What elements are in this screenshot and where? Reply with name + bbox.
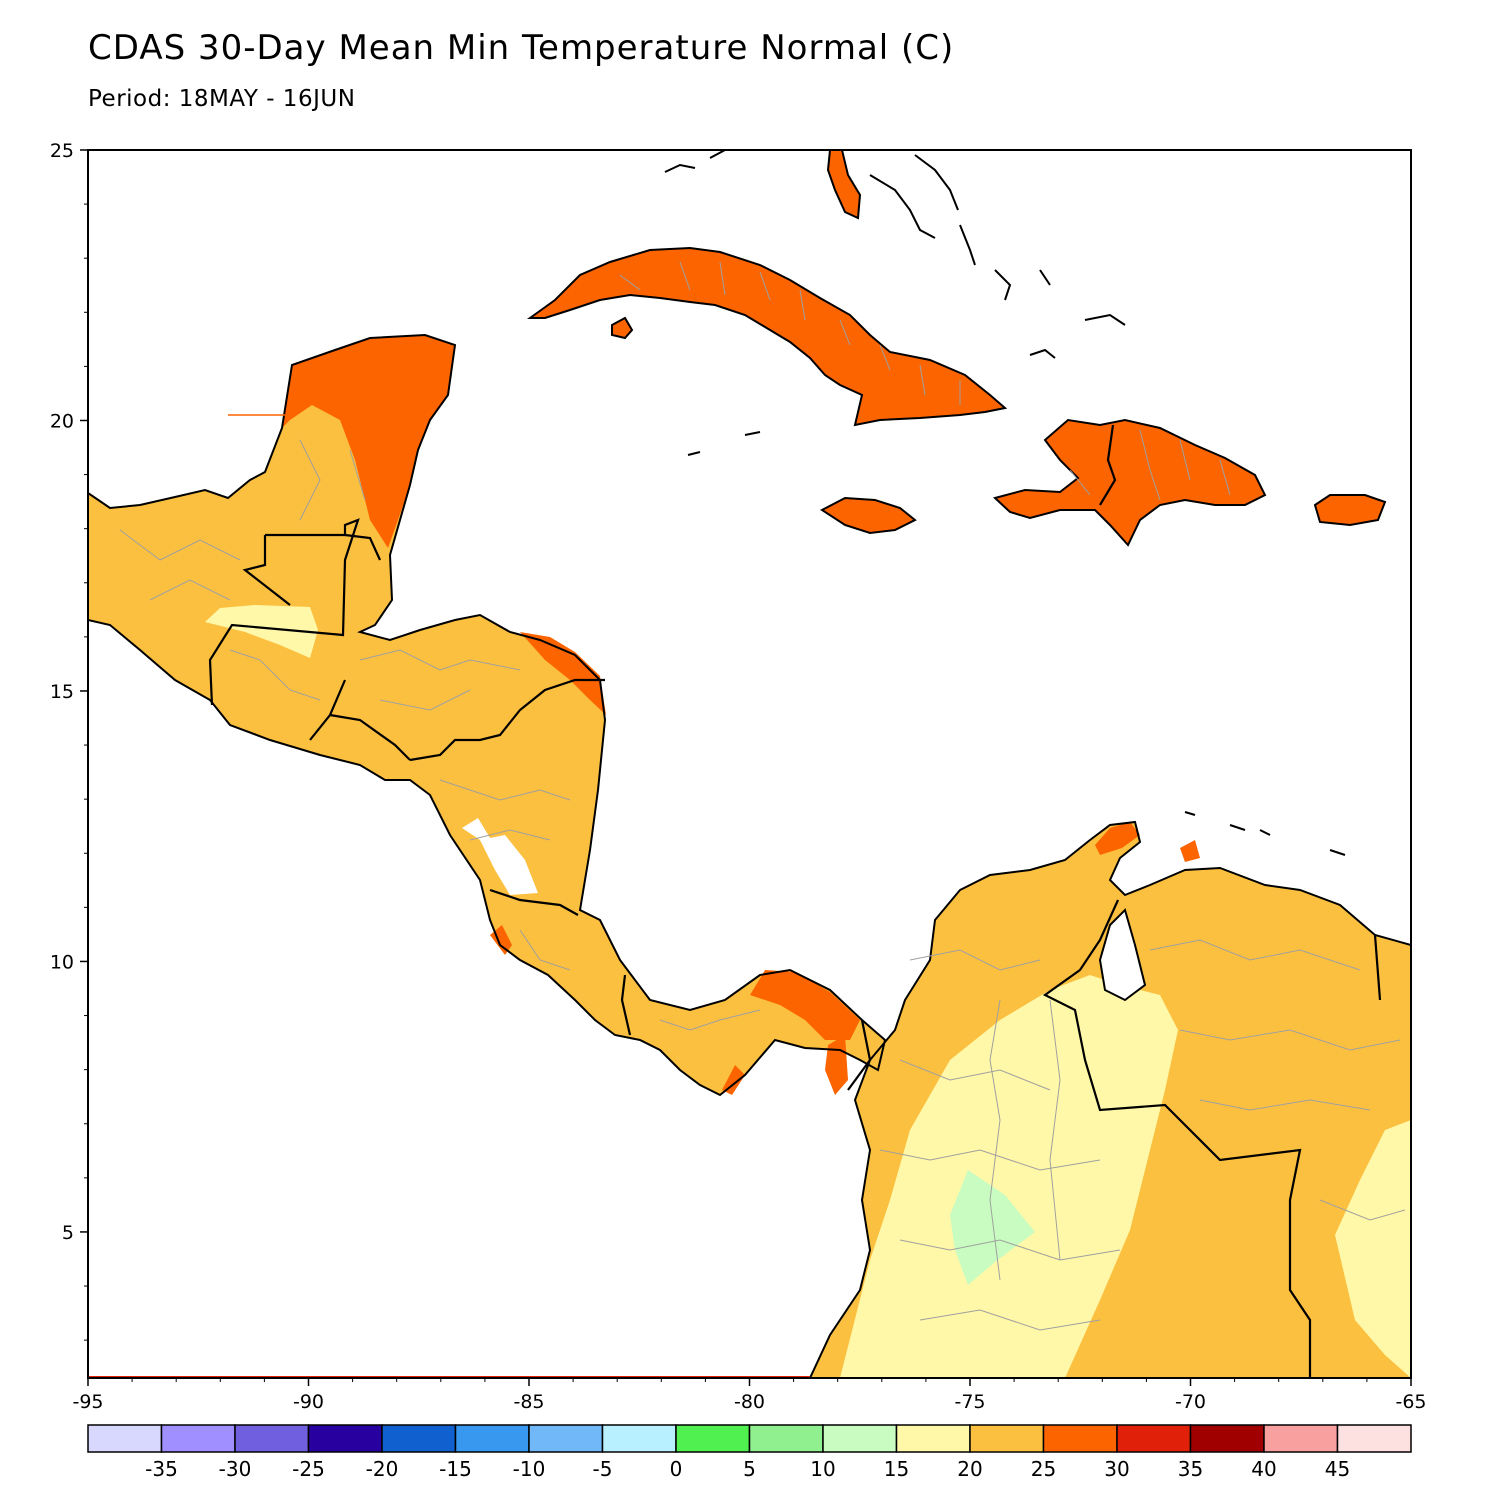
border-belize <box>344 533 382 561</box>
coastline-central-america <box>88 333 887 1097</box>
border-honduras-nicaragua <box>409 678 605 762</box>
colorbar-label: 15 <box>884 1457 909 1481</box>
border-panama-colombia <box>847 1019 872 1091</box>
colorbar-label: -10 <box>513 1457 546 1481</box>
colorbar-label: 0 <box>670 1457 683 1481</box>
colorbar-swatch <box>307 1424 383 1453</box>
land-paraguana-hot <box>1180 840 1200 862</box>
colorbar-swatch <box>601 1424 677 1453</box>
bahamas-islands <box>664 149 1346 856</box>
land-jamaica <box>820 496 917 535</box>
land-guatemala-cool <box>205 605 318 658</box>
land-mexico-central-america <box>88 335 885 1095</box>
land-puerto-rico <box>1313 494 1387 527</box>
colorbar-swatch <box>160 1424 236 1453</box>
border-nicaragua-costarica <box>489 888 579 916</box>
y-tick-label: 20 <box>50 410 74 432</box>
map-subtitle: Period: 18MAY - 16JUN <box>88 86 356 112</box>
land-hispaniola <box>992 418 1267 547</box>
x-axis-ticks: -95 -90 -85 -80 -75 -70 -65 <box>72 1378 1427 1413</box>
land-honduras-coast-hot <box>520 632 606 715</box>
y-axis-ticks: 5 10 15 20 25 <box>50 140 88 1341</box>
colorbar-label: 25 <box>1031 1457 1056 1481</box>
colorbar-label: 40 <box>1251 1457 1276 1481</box>
colorbar-swatch <box>748 1424 824 1453</box>
x-tick-label: -80 <box>734 1391 765 1413</box>
colorbar-swatch <box>1336 1424 1412 1453</box>
colorbar-label: -35 <box>145 1457 178 1481</box>
colorbar-label: 10 <box>810 1457 835 1481</box>
colorbar-swatch <box>381 1424 457 1453</box>
colorbar-swatch <box>454 1424 530 1453</box>
colorbar-label: -20 <box>366 1457 399 1481</box>
border-guatemala-mexico-north <box>242 535 291 606</box>
map-borders-layer <box>88 261 1411 1378</box>
colorbar-swatch <box>87 1424 163 1453</box>
land-cuba <box>526 246 1008 427</box>
lake-maracaibo <box>1098 908 1147 1002</box>
border-costarica-panama <box>620 974 632 1036</box>
land-panama-azuero-hot <box>722 1065 745 1095</box>
y-tick-label: 15 <box>50 681 74 703</box>
border-haiti-dominican <box>1099 424 1117 506</box>
border-honduras-elsalvador <box>309 679 411 761</box>
colorbar-label: 5 <box>743 1457 756 1481</box>
land-guiana-cool <box>1335 1120 1411 1378</box>
land-isla-juventud <box>611 316 634 340</box>
land-florida <box>826 150 862 220</box>
colorbar-label: 20 <box>957 1457 982 1481</box>
border-colombia-venezuela <box>1042 899 1312 1378</box>
colorbar-swatch <box>969 1424 1045 1453</box>
land-panama-hot <box>750 970 860 1040</box>
map-title: CDAS 30-Day Mean Min Temperature Normal … <box>88 28 955 68</box>
colorbar-label: 45 <box>1325 1457 1350 1481</box>
land-guajira-hot <box>1095 822 1140 855</box>
border-mexico-guatemala <box>208 518 360 706</box>
x-tick-label: -75 <box>954 1391 985 1413</box>
colorbar-swatch <box>528 1424 604 1453</box>
colorbar-swatch <box>1263 1424 1339 1453</box>
x-tick-label: -85 <box>513 1391 544 1413</box>
y-tick-label: 25 <box>50 140 74 162</box>
land-andes-cool <box>840 975 1178 1378</box>
land-yucatan-hot <box>282 335 455 548</box>
colorbar-swatch <box>1116 1424 1192 1453</box>
y-tick-label: 10 <box>50 951 74 973</box>
colorbar-label: 30 <box>1104 1457 1129 1481</box>
colorbar-label: 35 <box>1178 1457 1203 1481</box>
colorbar-label: -25 <box>292 1457 325 1481</box>
colorbar-swatch <box>1042 1424 1118 1453</box>
colorbar-swatch <box>1189 1424 1265 1453</box>
x-tick-label: -95 <box>72 1391 103 1413</box>
colorbar-swatch <box>234 1424 310 1453</box>
colorbar-swatch <box>675 1424 751 1453</box>
colorbar-label: -30 <box>219 1457 252 1481</box>
y-tick-label: 5 <box>62 1222 74 1244</box>
colorbar-swatch <box>895 1424 971 1453</box>
colorbar: -35 -30 -25 -20 -15 -10 -5 0 5 10 15 20 25 30 35 40 45 <box>87 1424 1412 1481</box>
x-tick-label: -65 <box>1395 1391 1426 1413</box>
map-land-layer <box>88 150 1411 1378</box>
border-venezuela-guyana <box>1373 934 1382 1001</box>
colorbar-label: -5 <box>593 1457 613 1481</box>
land-andes-high <box>950 1170 1035 1285</box>
x-tick-label: -90 <box>293 1391 324 1413</box>
colorbar-label: -15 <box>439 1457 472 1481</box>
coastline-south-america <box>809 820 1411 1378</box>
x-tick-label: -70 <box>1175 1391 1206 1413</box>
internal-borders <box>119 261 1406 1331</box>
colorbar-swatch <box>822 1424 898 1453</box>
